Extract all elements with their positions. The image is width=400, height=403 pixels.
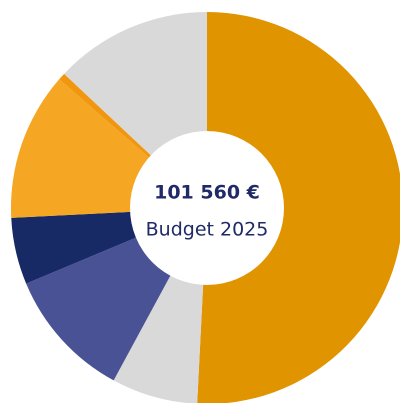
slice — [197, 12, 400, 403]
center-label: Budget 2025 — [146, 219, 269, 241]
donut-hole — [130, 131, 284, 285]
center-value: 101 560 € — [154, 182, 260, 204]
